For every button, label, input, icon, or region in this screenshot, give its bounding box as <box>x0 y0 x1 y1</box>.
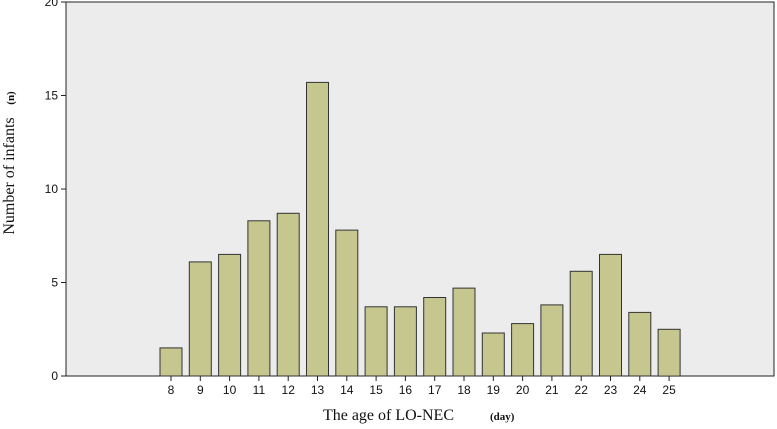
x-tick-label: 25 <box>662 383 676 397</box>
bar-15 <box>364 306 388 377</box>
x-tick-label: 12 <box>282 383 296 397</box>
x-tick-label: 10 <box>223 383 237 397</box>
bar-14 <box>335 229 359 377</box>
x-tick-label: 16 <box>399 383 413 397</box>
x-tick-label: 15 <box>369 383 383 397</box>
y-axis-title: Number of infants <box>1 117 18 234</box>
bar-24 <box>628 311 652 377</box>
plot-area <box>65 1 775 377</box>
bars-group <box>159 81 681 377</box>
x-tick-label: 22 <box>575 383 589 397</box>
x-tick-label: 8 <box>168 383 175 397</box>
x-tick-label: 17 <box>428 383 442 397</box>
bar-17 <box>423 297 447 377</box>
x-tick-label: 21 <box>545 383 559 397</box>
y-tick-label: 20 <box>45 0 59 9</box>
x-tick-label: 14 <box>340 383 354 397</box>
x-axis-title: The age of LO-NEC <box>323 407 454 424</box>
y-tick-label: 0 <box>51 369 58 383</box>
bar-19 <box>481 332 505 377</box>
bar-10 <box>218 253 242 377</box>
y-tick-label: 10 <box>45 182 59 196</box>
y-ticks-group: 0 5 10 15 20 <box>45 0 66 383</box>
y-axis-unit: (n) <box>5 91 17 105</box>
bar-23 <box>599 253 622 377</box>
bar-16 <box>393 306 417 377</box>
x-tick-label: 20 <box>516 383 530 397</box>
bar-12 <box>276 212 300 377</box>
y-tick-label: 15 <box>45 89 59 103</box>
x-tick-label: 13 <box>311 383 325 397</box>
y-tick-label: 5 <box>51 276 58 290</box>
x-tick-label: 9 <box>197 383 204 397</box>
x-tick-label: 11 <box>253 383 266 397</box>
bar-20 <box>511 323 535 377</box>
x-tick-label: 19 <box>487 383 501 397</box>
x-ticks-group: 8 9 10 11 12 13 14 15 16 17 18 19 20 21 22 23 24 25 <box>168 376 676 397</box>
x-tick-label: 18 <box>457 383 471 397</box>
bar-25 <box>657 328 681 377</box>
x-tick-label: 23 <box>604 383 618 397</box>
bar-13 <box>306 81 329 377</box>
x-tick-label: 24 <box>633 383 647 397</box>
bar-21 <box>540 304 564 377</box>
x-axis-unit: (day) <box>490 411 515 423</box>
bar-9 <box>188 261 212 377</box>
bar-18 <box>452 287 476 377</box>
bar-8 <box>159 347 183 377</box>
bar-11 <box>247 220 271 377</box>
bar-22 <box>569 270 593 377</box>
